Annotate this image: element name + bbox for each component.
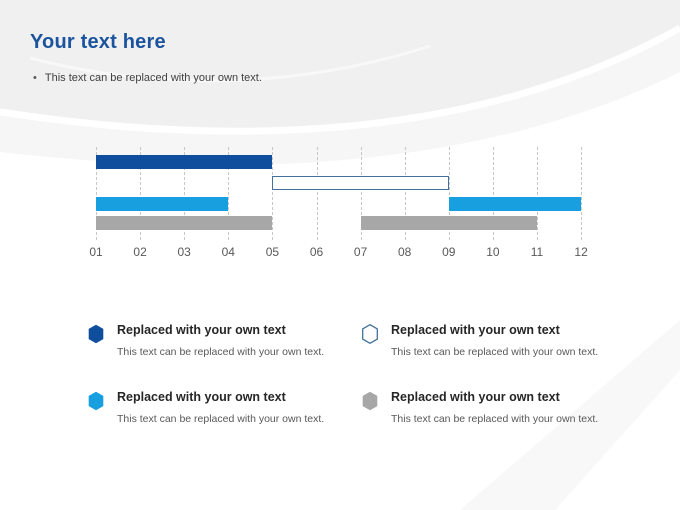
gantt-plot: [96, 147, 583, 240]
legend-item-title: Replaced with your own text: [117, 390, 286, 404]
legend-item-title: Replaced with your own text: [391, 323, 560, 337]
legend-text-block: Replaced with your own text This text ca…: [391, 390, 598, 425]
gridline: [404, 147, 406, 240]
legend-item-title: Replaced with your own text: [117, 323, 286, 337]
gantt-bar-outlined: [272, 176, 449, 190]
gridline: [492, 147, 494, 240]
x-tick-label: 03: [177, 245, 191, 259]
legend-item-title: Replaced with your own text: [391, 390, 560, 404]
hexagon-icon: [362, 324, 378, 344]
gridline: [581, 147, 583, 240]
legend-item: Replaced with your own text This text ca…: [88, 390, 362, 457]
hexagon-icon: [88, 324, 104, 344]
x-tick-label: 02: [133, 245, 147, 259]
x-tick-label: 09: [442, 245, 456, 259]
x-tick-label: 01: [89, 245, 103, 259]
gantt-bar-light-blue: [96, 197, 229, 211]
legend-item-description: This text can be replaced with your own …: [117, 413, 325, 425]
gridline: [184, 147, 186, 240]
hexagon-icon: [88, 391, 104, 411]
gridline: [360, 147, 362, 240]
legend-item-description: This text can be replaced with your own …: [391, 413, 599, 425]
x-tick-label: 05: [265, 245, 280, 259]
gridline: [96, 147, 97, 240]
x-tick-label: 04: [221, 245, 235, 259]
legend-text-block: Replaced with your own text This text ca…: [117, 323, 324, 358]
bullet-marker: •: [33, 72, 37, 84]
x-tick-label: 07: [353, 245, 368, 259]
gridline: [272, 147, 274, 240]
x-tick-label: 08: [398, 245, 412, 259]
legend-item-description: This text can be replaced with your own …: [117, 346, 325, 358]
x-tick-label: 06: [309, 245, 324, 259]
gridline: [228, 147, 230, 240]
legend-item: Replaced with your own text This text ca…: [362, 323, 636, 390]
x-tick-label: 11: [530, 245, 544, 259]
x-axis: 01 02 03 04 05 06 07 08 09 10 11 12: [89, 245, 587, 261]
x-tick-label: 10: [486, 245, 500, 259]
legend-item: Replaced with your own text This text ca…: [362, 390, 636, 457]
x-tick-label: 12: [574, 245, 588, 259]
gridline: [448, 147, 450, 240]
gridline: [537, 147, 538, 240]
gridline: [140, 147, 142, 240]
legend-text-block: Replaced with your own text This text ca…: [117, 390, 324, 425]
gantt-bar-dark-blue: [96, 155, 273, 169]
bullet-item: • This text can be replaced with your ow…: [33, 71, 262, 85]
hexagon-icon: [362, 391, 378, 411]
gridline: [316, 147, 318, 240]
legend-text-block: Replaced with your own text This text ca…: [391, 323, 598, 358]
gantt-bar-light-blue: [448, 197, 582, 211]
legend-item: Replaced with your own text This text ca…: [88, 323, 362, 390]
legend-item-description: This text can be replaced with your own …: [391, 346, 599, 358]
bullet-text: This text can be replaced with your own …: [44, 72, 262, 84]
slide-title: Your text here: [30, 31, 166, 53]
legend-grid: Replaced with your own text This text ca…: [88, 323, 636, 457]
gantt-bar-gray: [360, 216, 537, 230]
gantt-bar-gray: [96, 216, 273, 230]
